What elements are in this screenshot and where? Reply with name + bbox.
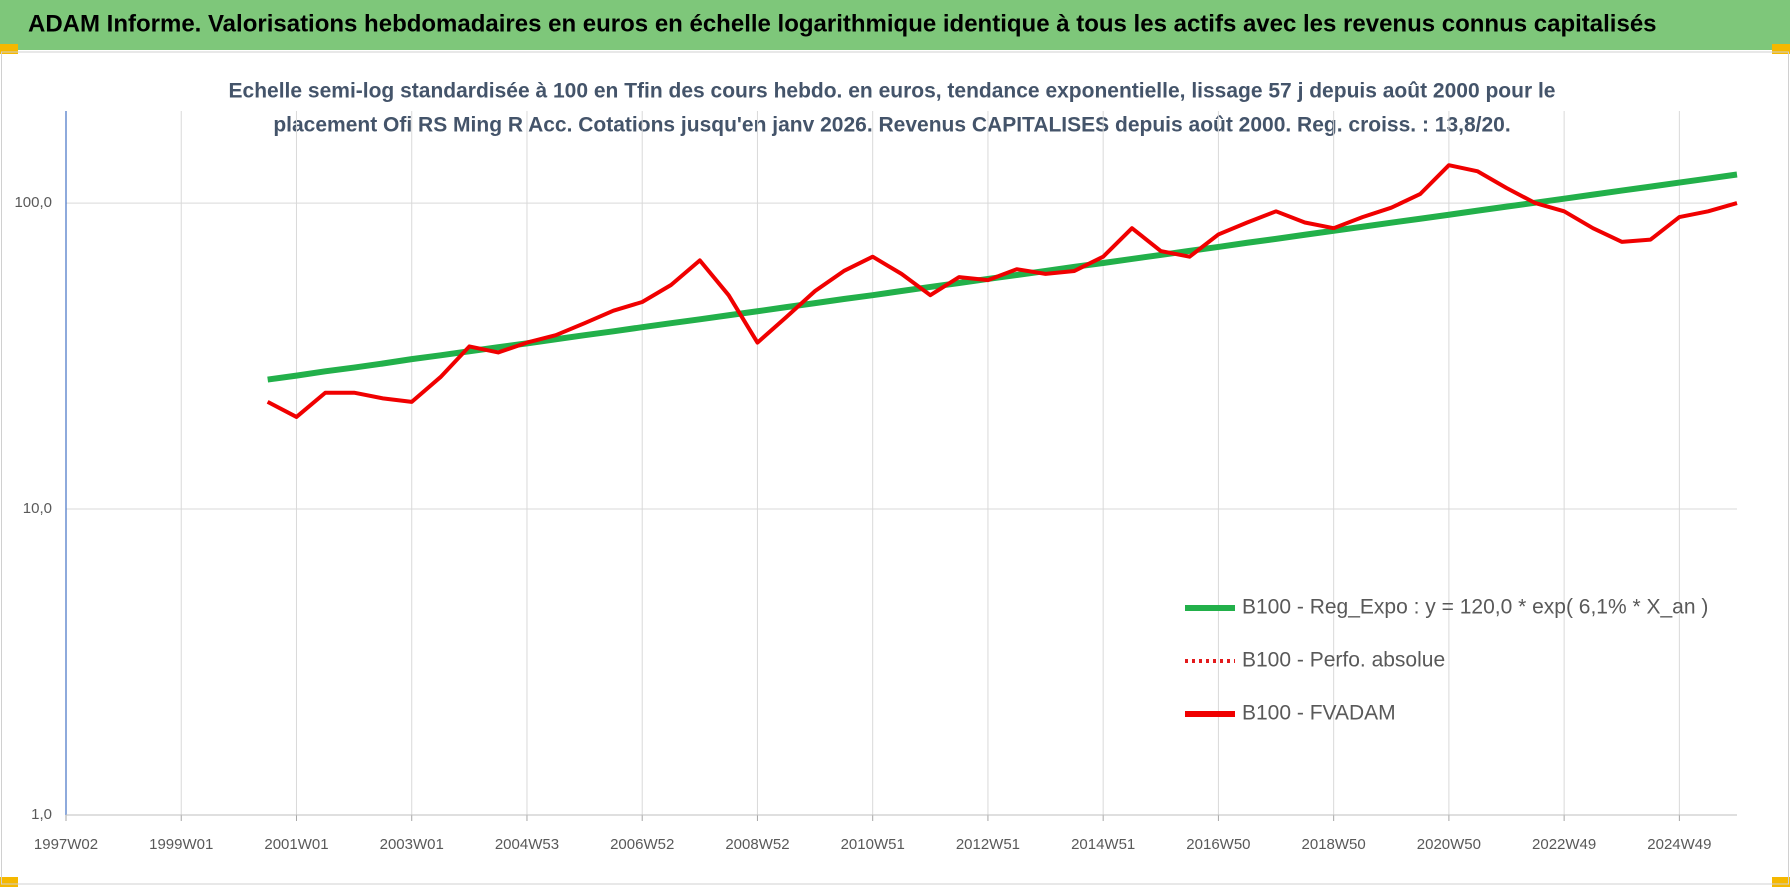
legend-label: B100 - FVADAM [1242, 702, 1396, 725]
corner [1772, 44, 1790, 54]
header-bar [0, 0, 1790, 50]
x-tick-label: 2003W01 [380, 836, 444, 853]
corner [0, 877, 18, 887]
legend-label: B100 - Reg_Expo : y = 120,0 * exp( 6,1% … [1242, 596, 1708, 619]
y-tick-label: 1,0 [31, 806, 52, 823]
x-tick-label: 1997W02 [34, 836, 98, 853]
corner [1772, 877, 1790, 887]
x-tick-label: 2004W53 [495, 836, 559, 853]
series-line [266, 163, 1738, 419]
legend: B100 - Reg_Expo : y = 120,0 * exp( 6,1% … [1185, 596, 1708, 725]
x-tick-label: 2008W52 [725, 836, 789, 853]
x-tick-label: 2001W01 [264, 836, 328, 853]
x-tick-label: 2010W51 [841, 836, 905, 853]
frame [1, 51, 1789, 885]
corner [0, 44, 18, 54]
x-tick-label: 2012W51 [956, 836, 1020, 853]
x-tick-label: 2024W49 [1647, 836, 1711, 853]
plot [266, 163, 1738, 419]
x-tick-label: 2020W50 [1417, 836, 1481, 853]
y-tick-label: 10,0 [23, 500, 52, 517]
page-header: ADAM Informe. Valorisations hebdomadaire… [28, 10, 1657, 37]
chart-title: placement Ofi RS Ming R Acc. Cotations j… [273, 114, 1510, 137]
series-line [267, 171, 1738, 383]
x-tick-label: 2014W51 [1071, 836, 1135, 853]
y-tick-label: 100,0 [14, 194, 52, 211]
legend-label: B100 - Perfo. absolue [1242, 649, 1445, 672]
x-tick-label: 2006W52 [610, 836, 674, 853]
x-tick-label: 2018W50 [1302, 836, 1366, 853]
x-tick-label: 2016W50 [1186, 836, 1250, 853]
x-tick-label: 1999W01 [149, 836, 213, 853]
chart-title: Echelle semi-log standardisée à 100 en T… [229, 80, 1556, 103]
x-tick-label: 2022W49 [1532, 836, 1596, 853]
grid: 1,0 10,0 100,0 1997W02 1999W01 2001W01 2003W01… [14, 111, 1737, 853]
